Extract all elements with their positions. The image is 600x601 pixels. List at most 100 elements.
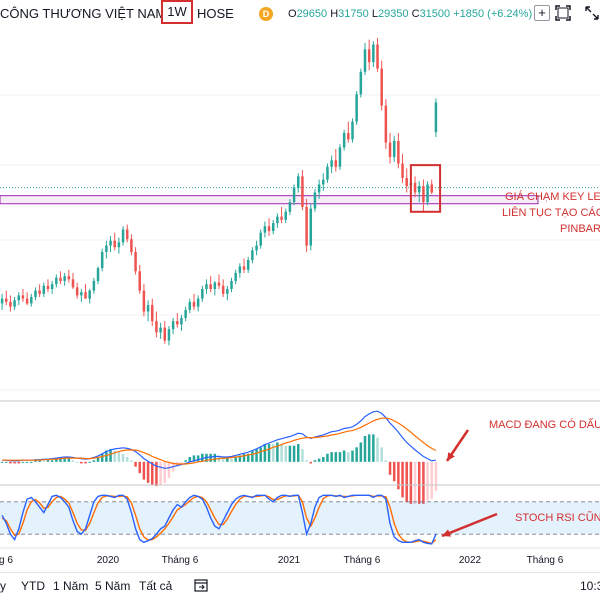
macd-histogram-bar: [384, 460, 388, 462]
candle: [330, 155, 333, 174]
macd-histogram-bar: [355, 447, 358, 462]
macd-histogram-bar: [288, 445, 292, 462]
macd-histogram-bar: [430, 461, 433, 499]
range-button-1[interactable]: y: [0, 579, 6, 593]
macd-histogram-bar: [234, 457, 237, 462]
close-value: 31500: [419, 8, 451, 20]
candle-body: [422, 186, 425, 203]
macd-histogram-bar: [392, 461, 396, 482]
macd-histogram-bar: [13, 461, 16, 464]
candle-body: [121, 229, 125, 243]
candle-body: [184, 309, 187, 318]
candle-body: [417, 186, 421, 193]
candle-body: [192, 301, 196, 307]
candle-body: [347, 132, 350, 140]
candle: [259, 229, 262, 249]
candle: [134, 247, 137, 275]
macd-histogram-bar: [267, 444, 271, 462]
macd-histogram-bar: [105, 450, 108, 462]
calendar-range-icon[interactable]: [194, 578, 208, 592]
range-button-1-year[interactable]: 1 Năm: [53, 579, 89, 593]
range-button-ytd[interactable]: YTD: [21, 579, 45, 593]
candle-body: [67, 276, 71, 280]
macd-histogram-bar: [230, 458, 233, 462]
candle: [255, 240, 258, 256]
candle: [217, 274, 221, 289]
candle-body: [0, 298, 4, 304]
candle: [380, 60, 383, 111]
candle: [171, 317, 175, 335]
clock-display: 10:3: [580, 579, 600, 593]
macd-histogram-bar: [17, 461, 21, 464]
candle: [426, 181, 429, 206]
macd-histogram-bar: [284, 445, 287, 462]
candle-body: [342, 132, 346, 148]
candle-body: [401, 163, 404, 178]
candle-body: [292, 187, 296, 203]
macd-histogram-bar: [9, 461, 12, 464]
candle: [9, 295, 12, 312]
macd-histogram-bar: [46, 460, 50, 462]
expand-arrows-icon[interactable]: [584, 5, 600, 21]
candle: [267, 218, 271, 236]
candle: [342, 129, 346, 151]
annotation-arrow: [441, 512, 498, 538]
macd-histogram-bar: [50, 460, 54, 462]
candle: [180, 314, 183, 331]
candle: [21, 289, 25, 302]
candle: [34, 287, 37, 301]
time-axis-label: 2020: [97, 555, 120, 566]
macd-histogram-bar: [201, 453, 204, 462]
candle: [71, 272, 75, 289]
candle-body: [326, 166, 329, 180]
candle-body: [46, 285, 50, 289]
candle-body: [130, 239, 133, 252]
candle-body: [367, 49, 371, 63]
candle: [292, 184, 296, 206]
candle: [405, 168, 408, 193]
candle-body: [246, 260, 250, 270]
high-label: H: [330, 8, 339, 20]
macd-histogram-bar: [184, 460, 187, 462]
macd-histogram-bar: [192, 455, 196, 462]
macd-histogram-bar: [92, 460, 96, 462]
candle: [276, 213, 279, 228]
candle-body: [305, 206, 308, 246]
macd-histogram-bar: [188, 457, 192, 462]
candle: [317, 179, 321, 199]
candle-body: [146, 305, 150, 312]
add-compare-button[interactable]: +: [534, 5, 550, 21]
symbol-title[interactable]: CÔNG THƯƠNG VIỆT NAM: [0, 6, 167, 21]
range-button-all[interactable]: Tất cả: [139, 579, 173, 593]
candle: [309, 203, 313, 251]
key-level-zone: [0, 195, 539, 205]
candle-body: [80, 292, 83, 296]
candle: [96, 266, 100, 285]
candle-body: [205, 284, 208, 289]
range-button-5-years[interactable]: 5 Năm: [95, 579, 131, 593]
candle-body: [359, 71, 363, 95]
open-value: 29650: [296, 8, 328, 20]
chart-grid: [0, 94, 600, 391]
candle: [100, 248, 104, 272]
macd-histogram-bar: [196, 455, 200, 462]
candle-body: [338, 147, 342, 167]
candle-body: [159, 327, 162, 333]
high-value: 31750: [338, 8, 369, 20]
candle: [305, 198, 308, 252]
candle-body: [84, 292, 87, 299]
candle: [413, 176, 417, 198]
time-axis-label: Tháng 6: [344, 555, 381, 566]
candle-body: [259, 232, 262, 246]
candle: [238, 263, 242, 278]
candle: [326, 163, 329, 183]
macd-histogram-bar: [397, 461, 400, 490]
candle: [271, 219, 275, 235]
fullscreen-icon[interactable]: [555, 5, 571, 21]
macd-histogram-bar: [42, 460, 46, 462]
macd-histogram-bar: [34, 460, 37, 462]
candle-body: [309, 208, 313, 246]
candle-body: [176, 321, 179, 325]
timeframe-badge[interactable]: 1W: [161, 0, 193, 24]
